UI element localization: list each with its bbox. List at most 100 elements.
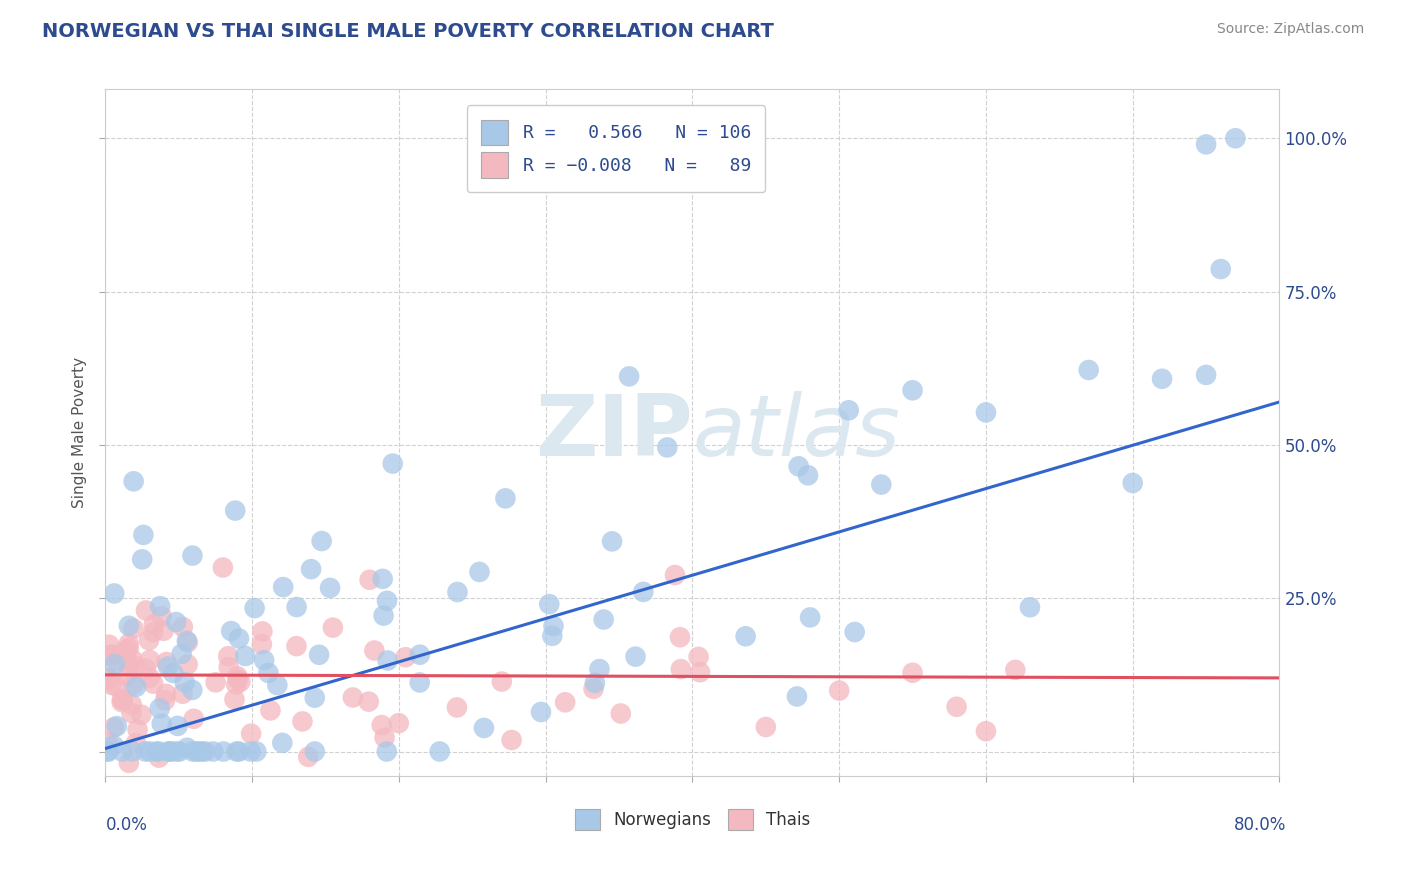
- Point: [787, 459, 810, 474]
- Point: [155, 687, 177, 701]
- Point: [797, 468, 820, 483]
- Point: [370, 718, 392, 732]
- Point: [543, 619, 565, 633]
- Point: [408, 675, 430, 690]
- Point: [974, 405, 997, 419]
- Point: [115, 643, 138, 657]
- Point: [588, 662, 610, 676]
- Point: [121, 698, 143, 712]
- Point: [371, 572, 394, 586]
- Point: [124, 659, 146, 673]
- Point: [118, 636, 141, 650]
- Point: [100, 678, 122, 692]
- Point: [104, 679, 127, 693]
- Point: [1225, 131, 1247, 145]
- Point: [173, 675, 195, 690]
- Point: [592, 613, 614, 627]
- Point: [131, 707, 153, 722]
- Point: [149, 599, 172, 614]
- Point: [135, 662, 157, 676]
- Point: [225, 744, 247, 758]
- Point: [828, 683, 851, 698]
- Y-axis label: Single Male Poverty: Single Male Poverty: [72, 357, 87, 508]
- Point: [239, 744, 262, 758]
- Point: [299, 562, 322, 576]
- Point: [194, 744, 217, 758]
- Point: [98, 638, 121, 652]
- Point: [669, 630, 692, 644]
- Point: [166, 719, 188, 733]
- Point: [132, 528, 155, 542]
- Point: [138, 744, 160, 758]
- Point: [446, 585, 468, 599]
- Point: [148, 750, 170, 764]
- Point: [617, 369, 640, 384]
- Point: [122, 622, 145, 636]
- Point: [304, 690, 326, 705]
- Point: [181, 682, 204, 697]
- Text: NORWEGIAN VS THAI SINGLE MALE POVERTY CORRELATION CHART: NORWEGIAN VS THAI SINGLE MALE POVERTY CO…: [42, 22, 775, 41]
- Point: [224, 692, 246, 706]
- Point: [610, 706, 633, 721]
- Text: 80.0%: 80.0%: [1234, 816, 1286, 834]
- Point: [1122, 475, 1144, 490]
- Point: [468, 565, 491, 579]
- Point: [664, 568, 686, 582]
- Point: [97, 672, 120, 686]
- Point: [169, 744, 191, 758]
- Point: [252, 624, 274, 639]
- Point: [240, 726, 263, 740]
- Point: [97, 672, 120, 686]
- Point: [1150, 372, 1173, 386]
- Point: [218, 660, 240, 674]
- Point: [217, 649, 239, 664]
- Point: [183, 712, 205, 726]
- Point: [357, 695, 380, 709]
- Point: [125, 680, 148, 694]
- Point: [363, 643, 385, 657]
- Point: [142, 625, 165, 640]
- Point: [734, 629, 756, 643]
- Point: [901, 384, 924, 398]
- Point: [96, 736, 118, 750]
- Point: [259, 703, 281, 717]
- Point: [118, 641, 141, 656]
- Point: [125, 736, 148, 750]
- Point: [838, 403, 860, 417]
- Point: [118, 659, 141, 673]
- Point: [121, 706, 143, 720]
- Point: [319, 581, 342, 595]
- Point: [204, 675, 226, 690]
- Point: [1004, 663, 1026, 677]
- Point: [159, 744, 181, 758]
- Point: [322, 621, 344, 635]
- Point: [225, 677, 247, 691]
- Point: [187, 744, 209, 758]
- Point: [150, 716, 173, 731]
- Point: [554, 695, 576, 709]
- Point: [155, 655, 177, 669]
- Point: [118, 619, 141, 633]
- Point: [162, 665, 184, 680]
- Point: [159, 744, 181, 758]
- Point: [135, 603, 157, 617]
- Point: [359, 573, 381, 587]
- Point: [266, 678, 288, 692]
- Point: [138, 633, 160, 648]
- Point: [669, 662, 692, 676]
- Point: [1195, 137, 1218, 152]
- Point: [96, 744, 118, 758]
- Point: [228, 744, 250, 758]
- Point: [974, 724, 997, 739]
- Point: [176, 657, 198, 672]
- Legend: Norwegians, Thais: Norwegians, Thais: [568, 803, 817, 837]
- Point: [111, 692, 134, 706]
- Point: [142, 676, 165, 690]
- Point: [226, 672, 249, 686]
- Point: [111, 692, 134, 706]
- Point: [131, 552, 153, 566]
- Point: [139, 653, 162, 667]
- Point: [538, 597, 561, 611]
- Point: [633, 585, 655, 599]
- Point: [342, 690, 364, 705]
